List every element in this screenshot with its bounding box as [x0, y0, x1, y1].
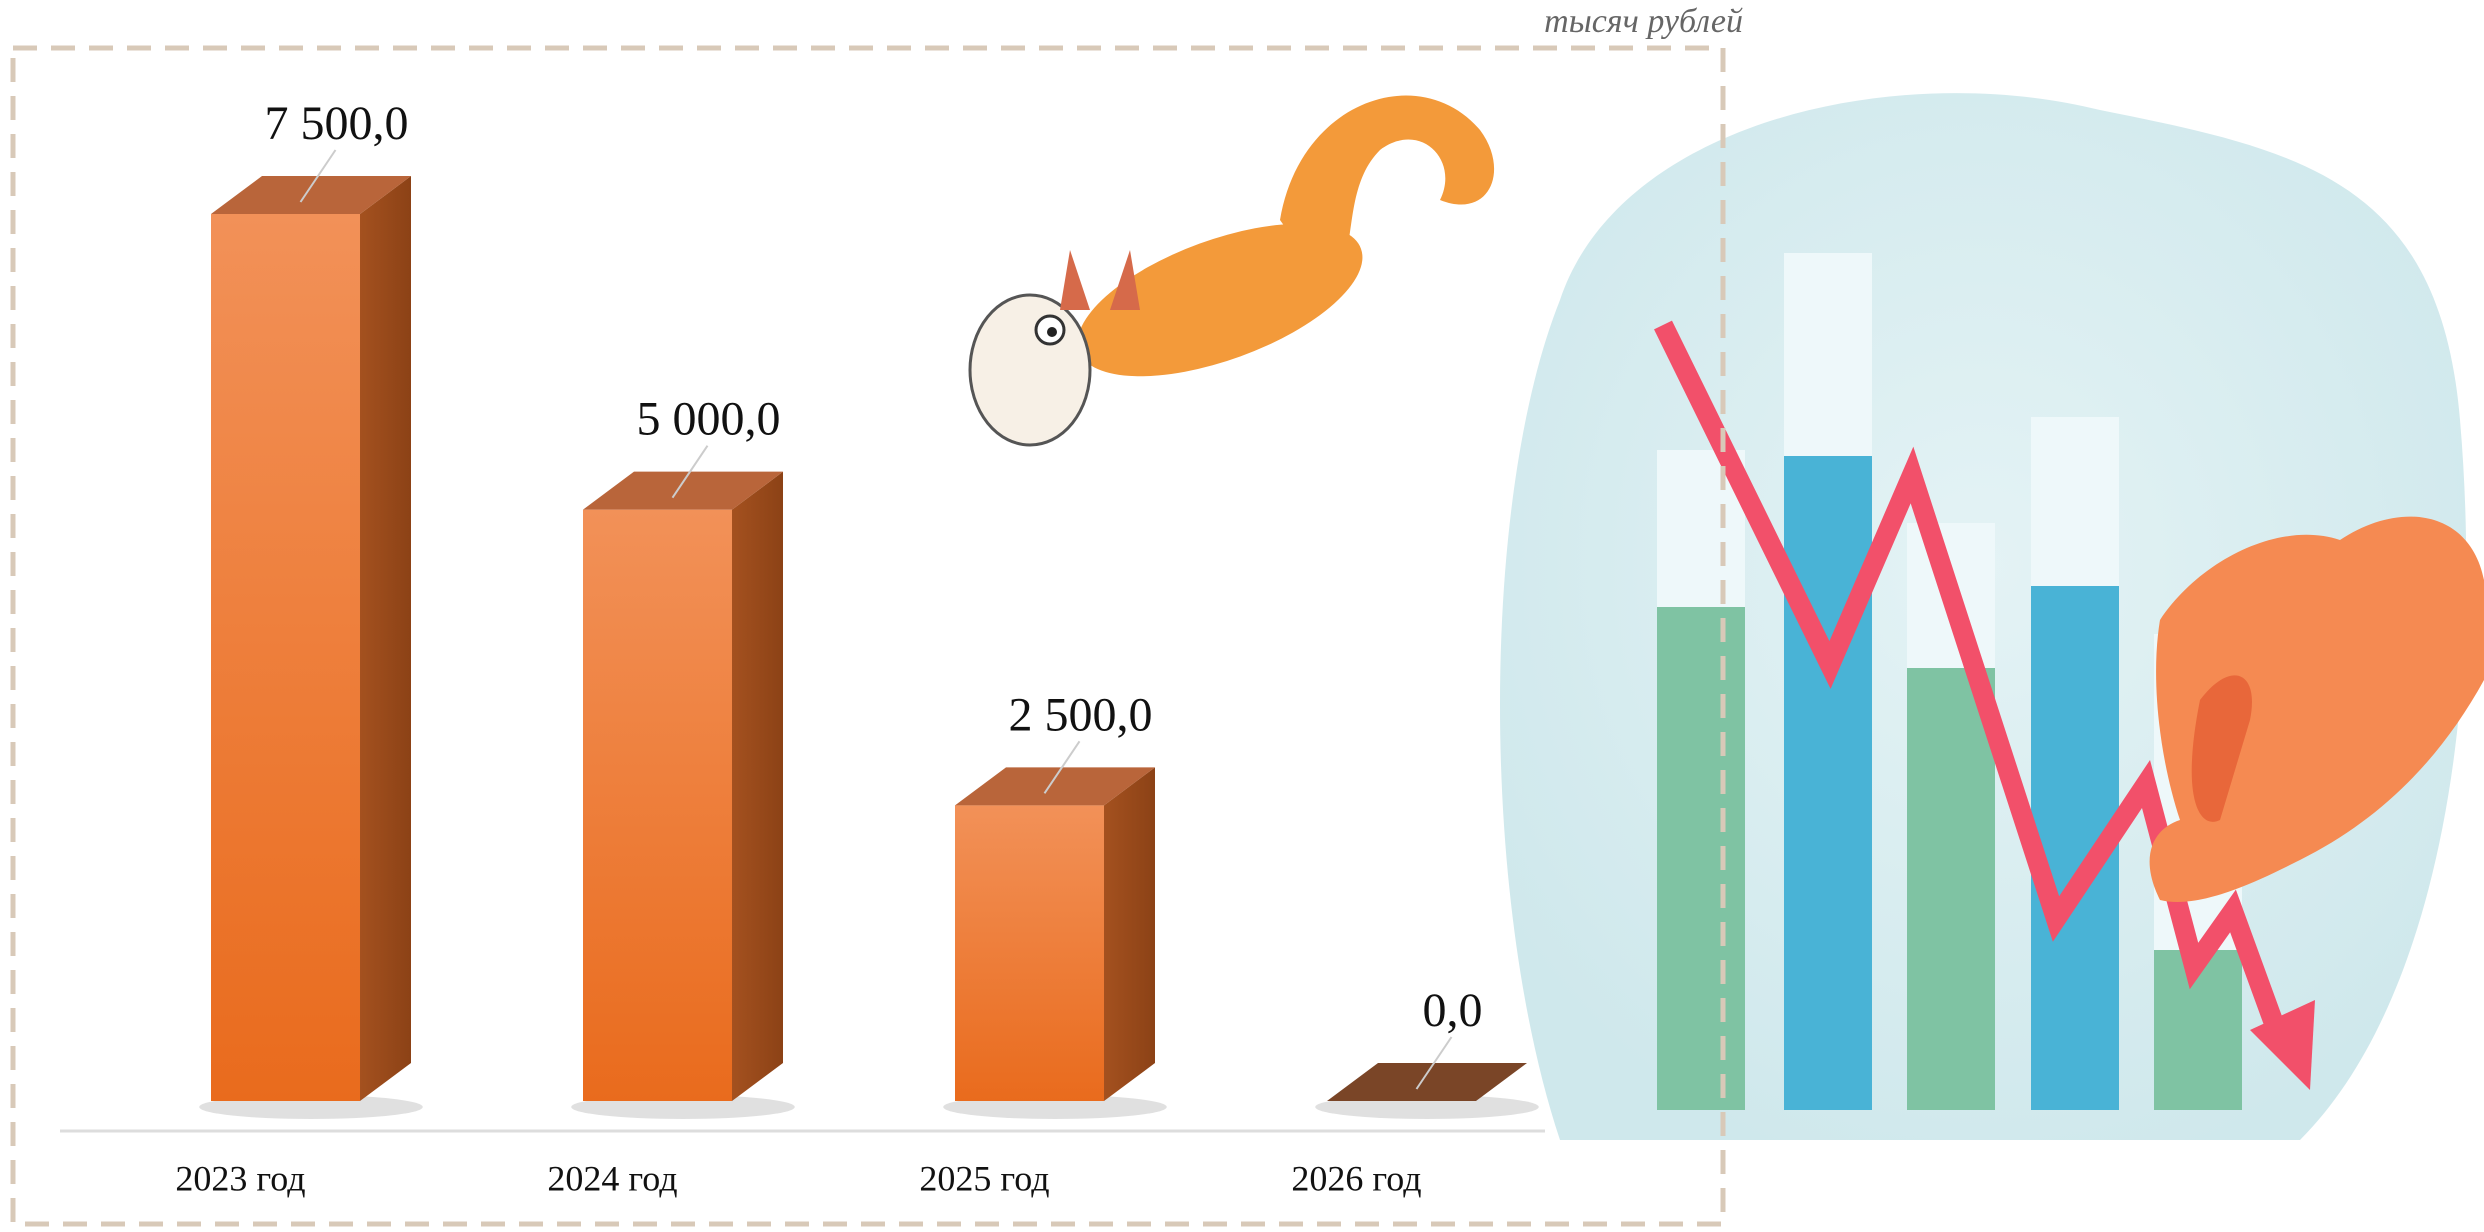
x-tick-label: 2025 год: [919, 1158, 1049, 1198]
x-tick-label: 2023 год: [175, 1158, 305, 1198]
frame: [10, 45, 1726, 1227]
bar-side: [732, 471, 783, 1102]
unit-label: тысяч рублей: [1544, 3, 1743, 40]
decoration-graph: [1500, 93, 2484, 1140]
x-tick-label: 2024 год: [547, 1158, 677, 1198]
value-label: 7 500,0: [265, 97, 409, 150]
bar: [955, 805, 1104, 1101]
bar-top: [1327, 1063, 1527, 1101]
value-label: 5 000,0: [637, 393, 781, 446]
leader-line: [671, 445, 709, 499]
bar-side: [1104, 767, 1155, 1101]
bar-top: [211, 176, 411, 214]
bar-top: [583, 471, 783, 510]
bar: [211, 214, 360, 1101]
value-label: 0,0: [1423, 984, 1483, 1037]
leader-line: [299, 149, 337, 203]
leader-line: [1043, 740, 1081, 794]
bar-side: [360, 176, 411, 1101]
decoration-squirrel: [968, 95, 1495, 447]
x-tick-label: 2026 год: [1291, 1158, 1421, 1198]
value-label: 2 500,0: [1009, 688, 1153, 741]
leader-line: [1415, 1036, 1453, 1090]
bar-top: [955, 767, 1155, 806]
bar: [583, 509, 732, 1102]
